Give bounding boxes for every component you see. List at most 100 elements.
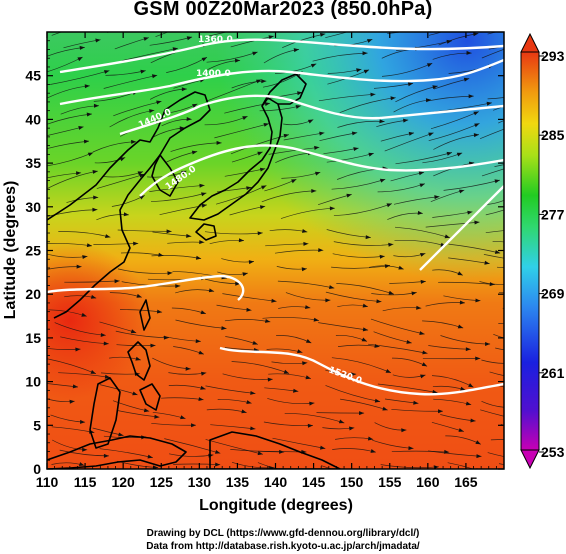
streamline-arrow <box>267 377 273 382</box>
streamline <box>481 400 504 408</box>
streamline-arrow <box>408 131 414 136</box>
streamline-arrow <box>494 250 501 254</box>
streamline-arrow <box>156 309 163 314</box>
streamline-arrow <box>365 235 371 240</box>
streamline-arrow <box>384 264 390 269</box>
streamline <box>368 343 428 354</box>
streamline-arrow <box>514 361 519 365</box>
streamline-arrow <box>181 87 187 92</box>
streamline-arrow <box>465 347 471 352</box>
y-tick-label: 25 <box>25 243 41 259</box>
streamline-arrow <box>302 361 308 366</box>
streamline-arrow <box>75 347 81 352</box>
streamline <box>481 48 504 59</box>
streamline-arrow <box>103 341 109 346</box>
streamline <box>493 333 504 339</box>
streamline-arrow <box>386 203 392 208</box>
streamline-arrow <box>367 436 374 441</box>
streamline <box>284 412 345 424</box>
streamline-arrow <box>319 131 325 136</box>
streamline-arrow <box>318 248 324 253</box>
streamline-arrow <box>154 414 160 419</box>
streamline <box>485 230 504 234</box>
streamline-arrow <box>180 415 186 420</box>
streamline-arrow <box>379 254 385 259</box>
streamline-arrow <box>246 186 252 191</box>
streamline <box>50 70 110 85</box>
streamline-arrow <box>78 126 84 130</box>
streamline-arrow <box>119 157 126 162</box>
streamline-arrow <box>79 45 85 50</box>
streamline-arrow <box>406 340 412 344</box>
streamline-arrow <box>166 229 172 234</box>
streamline-arrow <box>309 401 315 406</box>
streamline-arrow <box>130 329 137 334</box>
streamline-arrow <box>363 69 370 74</box>
streamline-arrow <box>235 58 241 63</box>
streamlines <box>47 28 520 469</box>
streamline-arrow <box>310 63 317 68</box>
streamline <box>494 164 504 167</box>
streamline-arrow <box>83 139 89 144</box>
streamline-arrow <box>186 36 193 41</box>
streamline-arrow <box>261 79 267 84</box>
streamline-arrow <box>474 123 480 128</box>
x-tick-label: 140 <box>264 474 288 490</box>
streamline-arrow <box>413 400 419 405</box>
streamline-arrow <box>425 98 432 103</box>
streamline-arrow <box>82 255 88 259</box>
streamline-arrow <box>76 264 82 269</box>
streamline-arrow <box>468 94 474 99</box>
streamline-arrow <box>167 271 173 276</box>
contour-label-1360: 1360.0 <box>198 35 233 45</box>
streamline-arrow <box>467 210 473 215</box>
streamline-arrow <box>136 293 142 298</box>
x-tick-label: 135 <box>226 474 250 490</box>
streamline-arrow <box>186 117 192 121</box>
streamline-arrow <box>515 28 520 32</box>
streamline <box>481 359 504 364</box>
streamline-arrow <box>361 337 367 342</box>
streamline-arrow <box>246 307 252 312</box>
streamline-arrow <box>456 152 463 157</box>
streamline-arrow <box>465 401 472 406</box>
streamline-arrow <box>90 370 96 374</box>
streamline-arrow <box>104 374 111 379</box>
streamline-arrow <box>444 234 450 239</box>
x-tick-label: 120 <box>111 474 135 490</box>
streamline-arrow <box>80 419 86 424</box>
streamline-arrow <box>307 119 314 124</box>
x-tick-label: 115 <box>74 474 97 490</box>
streamline <box>498 463 504 465</box>
chart-title: GSM 00Z20Mar2023 (850.0hPa) <box>133 0 433 20</box>
streamline-arrow <box>305 339 312 343</box>
streamline-arrow <box>200 310 206 315</box>
streamline-arrow <box>313 317 319 322</box>
streamline-arrow <box>407 82 414 87</box>
streamline-arrow <box>118 432 124 437</box>
streamline-arrow <box>515 204 520 208</box>
streamline-arrow <box>362 303 368 308</box>
streamline-arrow <box>484 260 490 265</box>
colorbar-label: 285 <box>541 127 565 143</box>
streamline-arrow <box>368 152 374 157</box>
streamline-arrow <box>320 32 326 37</box>
streamline-arrow <box>95 38 101 43</box>
streamline-arrow <box>293 48 299 53</box>
streamline-arrow <box>329 206 335 211</box>
streamline <box>331 357 392 374</box>
y-tick-label: 15 <box>25 330 41 346</box>
streamline <box>487 97 504 100</box>
streamline-arrow <box>250 426 256 431</box>
streamline-arrow <box>191 150 198 155</box>
y-tick-label: 5 <box>33 417 41 433</box>
streamline-arrow <box>379 178 386 183</box>
streamline-arrow <box>346 193 352 198</box>
streamline <box>483 254 504 259</box>
streamline-arrow <box>252 340 258 345</box>
streamline-arrow <box>510 406 515 410</box>
streamline-arrow <box>305 375 311 380</box>
streamline <box>479 281 504 285</box>
streamline-arrow <box>505 283 510 287</box>
